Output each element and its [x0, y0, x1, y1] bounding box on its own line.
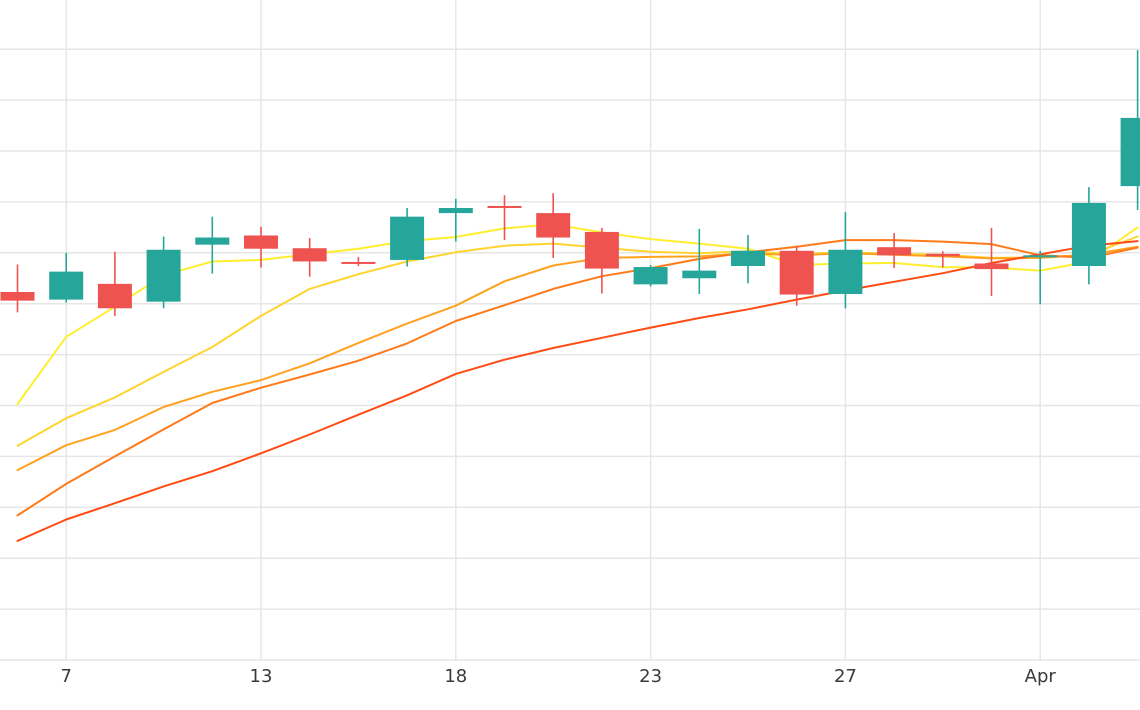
candle	[633, 265, 668, 287]
candle	[292, 238, 327, 277]
candle-body-down	[779, 250, 814, 295]
x-tick-label: 18	[444, 666, 467, 687]
candle	[0, 264, 35, 313]
ma-line-4	[16, 239, 1139, 517]
candle-body-down	[487, 205, 522, 208]
x-tick-label: 27	[834, 666, 857, 687]
x-tick-label: Apr	[1025, 666, 1057, 687]
candle-body-down	[244, 235, 278, 249]
candle-body-up	[49, 271, 84, 300]
moving-average-lines	[16, 223, 1139, 542]
candle-body-down	[974, 263, 1009, 270]
candle-body-down	[877, 247, 912, 256]
candles	[0, 50, 1140, 316]
candle-body-down	[584, 231, 619, 269]
candle	[244, 226, 278, 268]
x-axis-tick-labels: 7 13 18 23 27 Apr	[60, 666, 1056, 687]
candle-body-up	[146, 249, 181, 302]
candle	[1023, 250, 1058, 305]
candle	[1120, 50, 1140, 211]
candle	[341, 256, 376, 267]
vertical-gridlines	[65, 0, 1041, 660]
candle	[390, 208, 425, 267]
ma-line-3	[16, 245, 1139, 472]
candle	[974, 227, 1009, 297]
candle	[97, 251, 132, 316]
candle-body-up	[1071, 202, 1106, 267]
candle	[487, 195, 522, 241]
candle-body-up	[633, 267, 668, 285]
candle	[584, 227, 619, 294]
candle-body-up	[1023, 255, 1058, 258]
x-tick-label: 7	[60, 666, 71, 687]
candle-body-up	[438, 208, 473, 214]
candle	[731, 234, 765, 284]
candle-body-down	[536, 213, 571, 238]
candle	[828, 212, 863, 309]
candle-body-down	[0, 291, 35, 301]
x-tick-label: 23	[639, 666, 662, 687]
horizontal-gridlines	[0, 48, 1140, 661]
candle	[682, 228, 717, 295]
ma-line-5	[16, 240, 1139, 542]
candle-body-up	[682, 270, 717, 279]
candle	[779, 246, 814, 306]
candle-body-down	[341, 261, 376, 264]
candle-body-down	[925, 253, 960, 257]
candle	[438, 198, 473, 242]
candle	[195, 216, 230, 274]
candle-body-up	[828, 249, 863, 295]
x-tick-label: 13	[250, 666, 273, 687]
candle-body-up	[1120, 117, 1140, 187]
candle	[1071, 187, 1106, 285]
candle-body-down	[292, 248, 327, 262]
candle	[146, 236, 181, 309]
candle	[925, 251, 960, 268]
candle	[536, 193, 571, 258]
candle	[49, 252, 84, 303]
candle-body-up	[195, 237, 230, 245]
candle-body-up	[390, 216, 425, 260]
candle	[877, 232, 912, 269]
ma-line-1	[16, 223, 1139, 405]
candle-body-down	[97, 283, 132, 309]
candle-body-up	[731, 250, 765, 267]
